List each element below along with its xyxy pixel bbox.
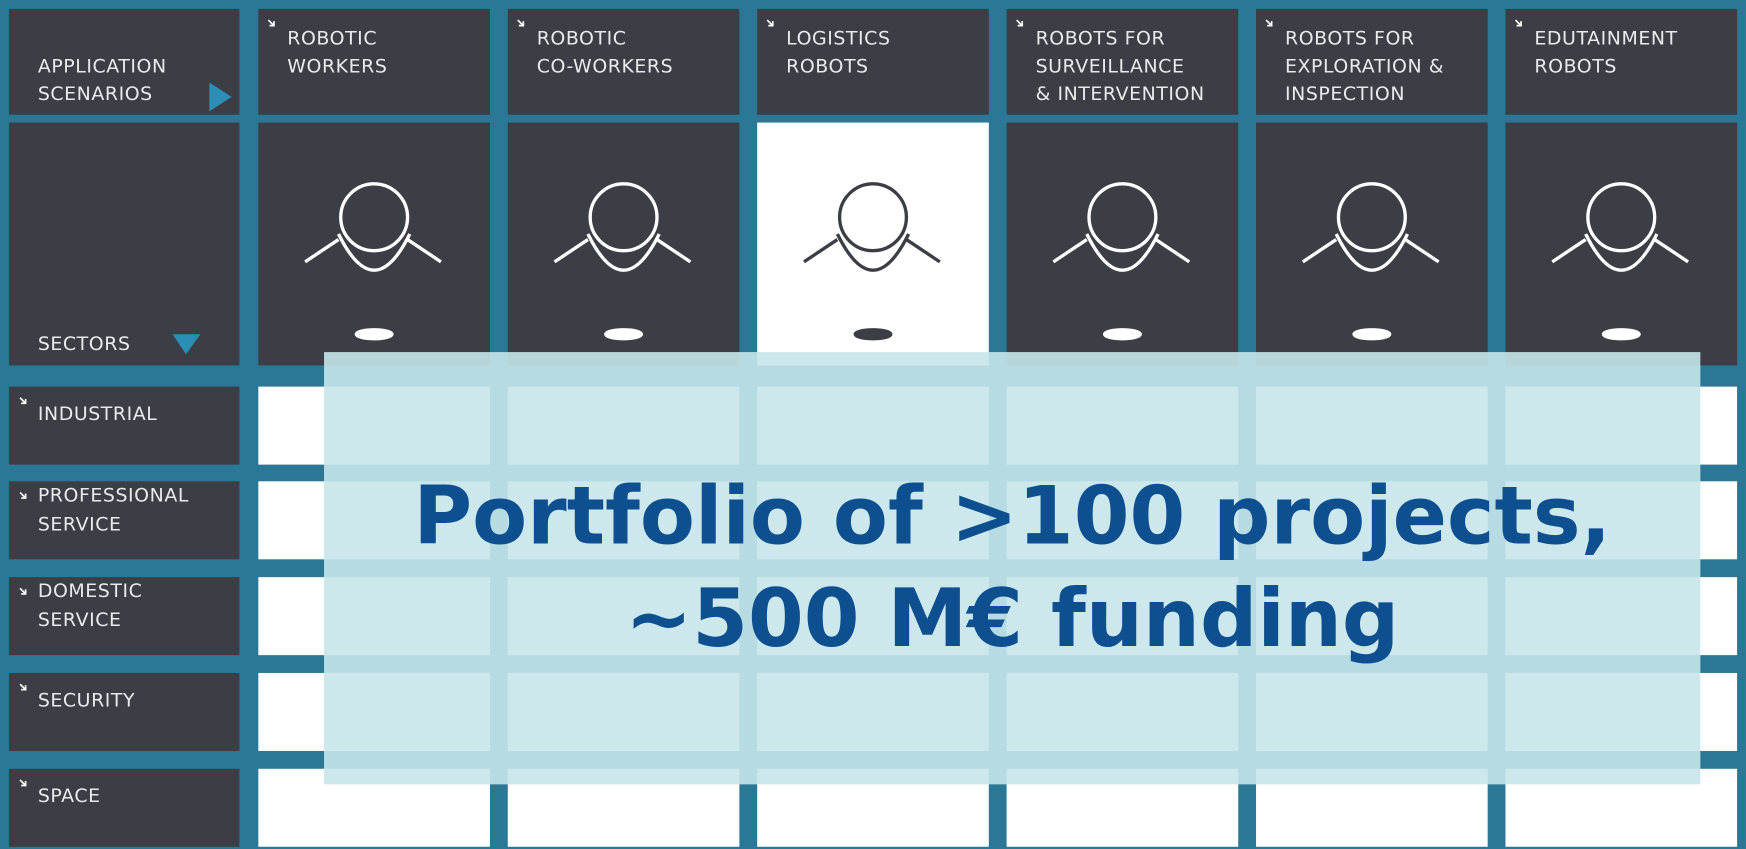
overlay-text: ~500 M€ funding	[625, 572, 1399, 665]
overlay-text: Portfolio of >100 projects,	[413, 469, 1611, 562]
column-label: CO-WORKERS	[537, 55, 674, 77]
column-label: LOGISTICS	[786, 27, 890, 49]
robot-shadow	[1603, 330, 1639, 339]
column-label: INSPECTION	[1285, 83, 1405, 105]
row-label: SPACE	[38, 785, 101, 807]
row-label: DOMESTIC	[38, 580, 143, 602]
row-header	[9, 769, 239, 847]
row-label: PROFESSIONAL	[38, 484, 189, 506]
row-header	[9, 387, 239, 465]
scenarios-label: APPLICATION	[38, 55, 167, 77]
column-label: EDUTAINMENT	[1534, 27, 1677, 49]
overlay-box	[324, 352, 1700, 784]
sectors-label: SECTORS	[38, 333, 131, 355]
row-label: SERVICE	[38, 609, 122, 631]
scenarios-label: SCENARIOS	[38, 83, 153, 105]
column-label: WORKERS	[287, 55, 387, 77]
column-label: SURVEILLANCE	[1036, 55, 1185, 77]
robot-shadow	[1105, 330, 1141, 339]
header-cell	[9, 123, 239, 366]
column-label: ROBOTS	[786, 55, 868, 77]
column-label: EXPLORATION &	[1285, 55, 1444, 77]
robot-shadow	[606, 330, 642, 339]
column-label: ROBOTS FOR	[1036, 27, 1166, 49]
page: {"grid": { "scenarios_label": ["APPLICAT…	[0, 0, 1746, 849]
row-label: SECURITY	[38, 689, 135, 711]
column-label: ROBOTS FOR	[1285, 27, 1415, 49]
row-label: SERVICE	[38, 513, 122, 535]
robot-shadow	[855, 330, 891, 339]
column-label: & INTERVENTION	[1036, 83, 1205, 105]
robotics-grid: APPLICATION SCENARIOS SECTORS ROBOTIC WORKER…	[0, 0, 1746, 849]
robot-shadow	[356, 330, 392, 339]
robot-shadow	[1354, 330, 1390, 339]
column-label: ROBOTIC	[287, 27, 377, 49]
row-label: INDUSTRIAL	[38, 403, 157, 425]
column-label: ROBOTIC	[537, 27, 627, 49]
row-header	[9, 673, 239, 751]
column-label: ROBOTS	[1534, 55, 1616, 77]
